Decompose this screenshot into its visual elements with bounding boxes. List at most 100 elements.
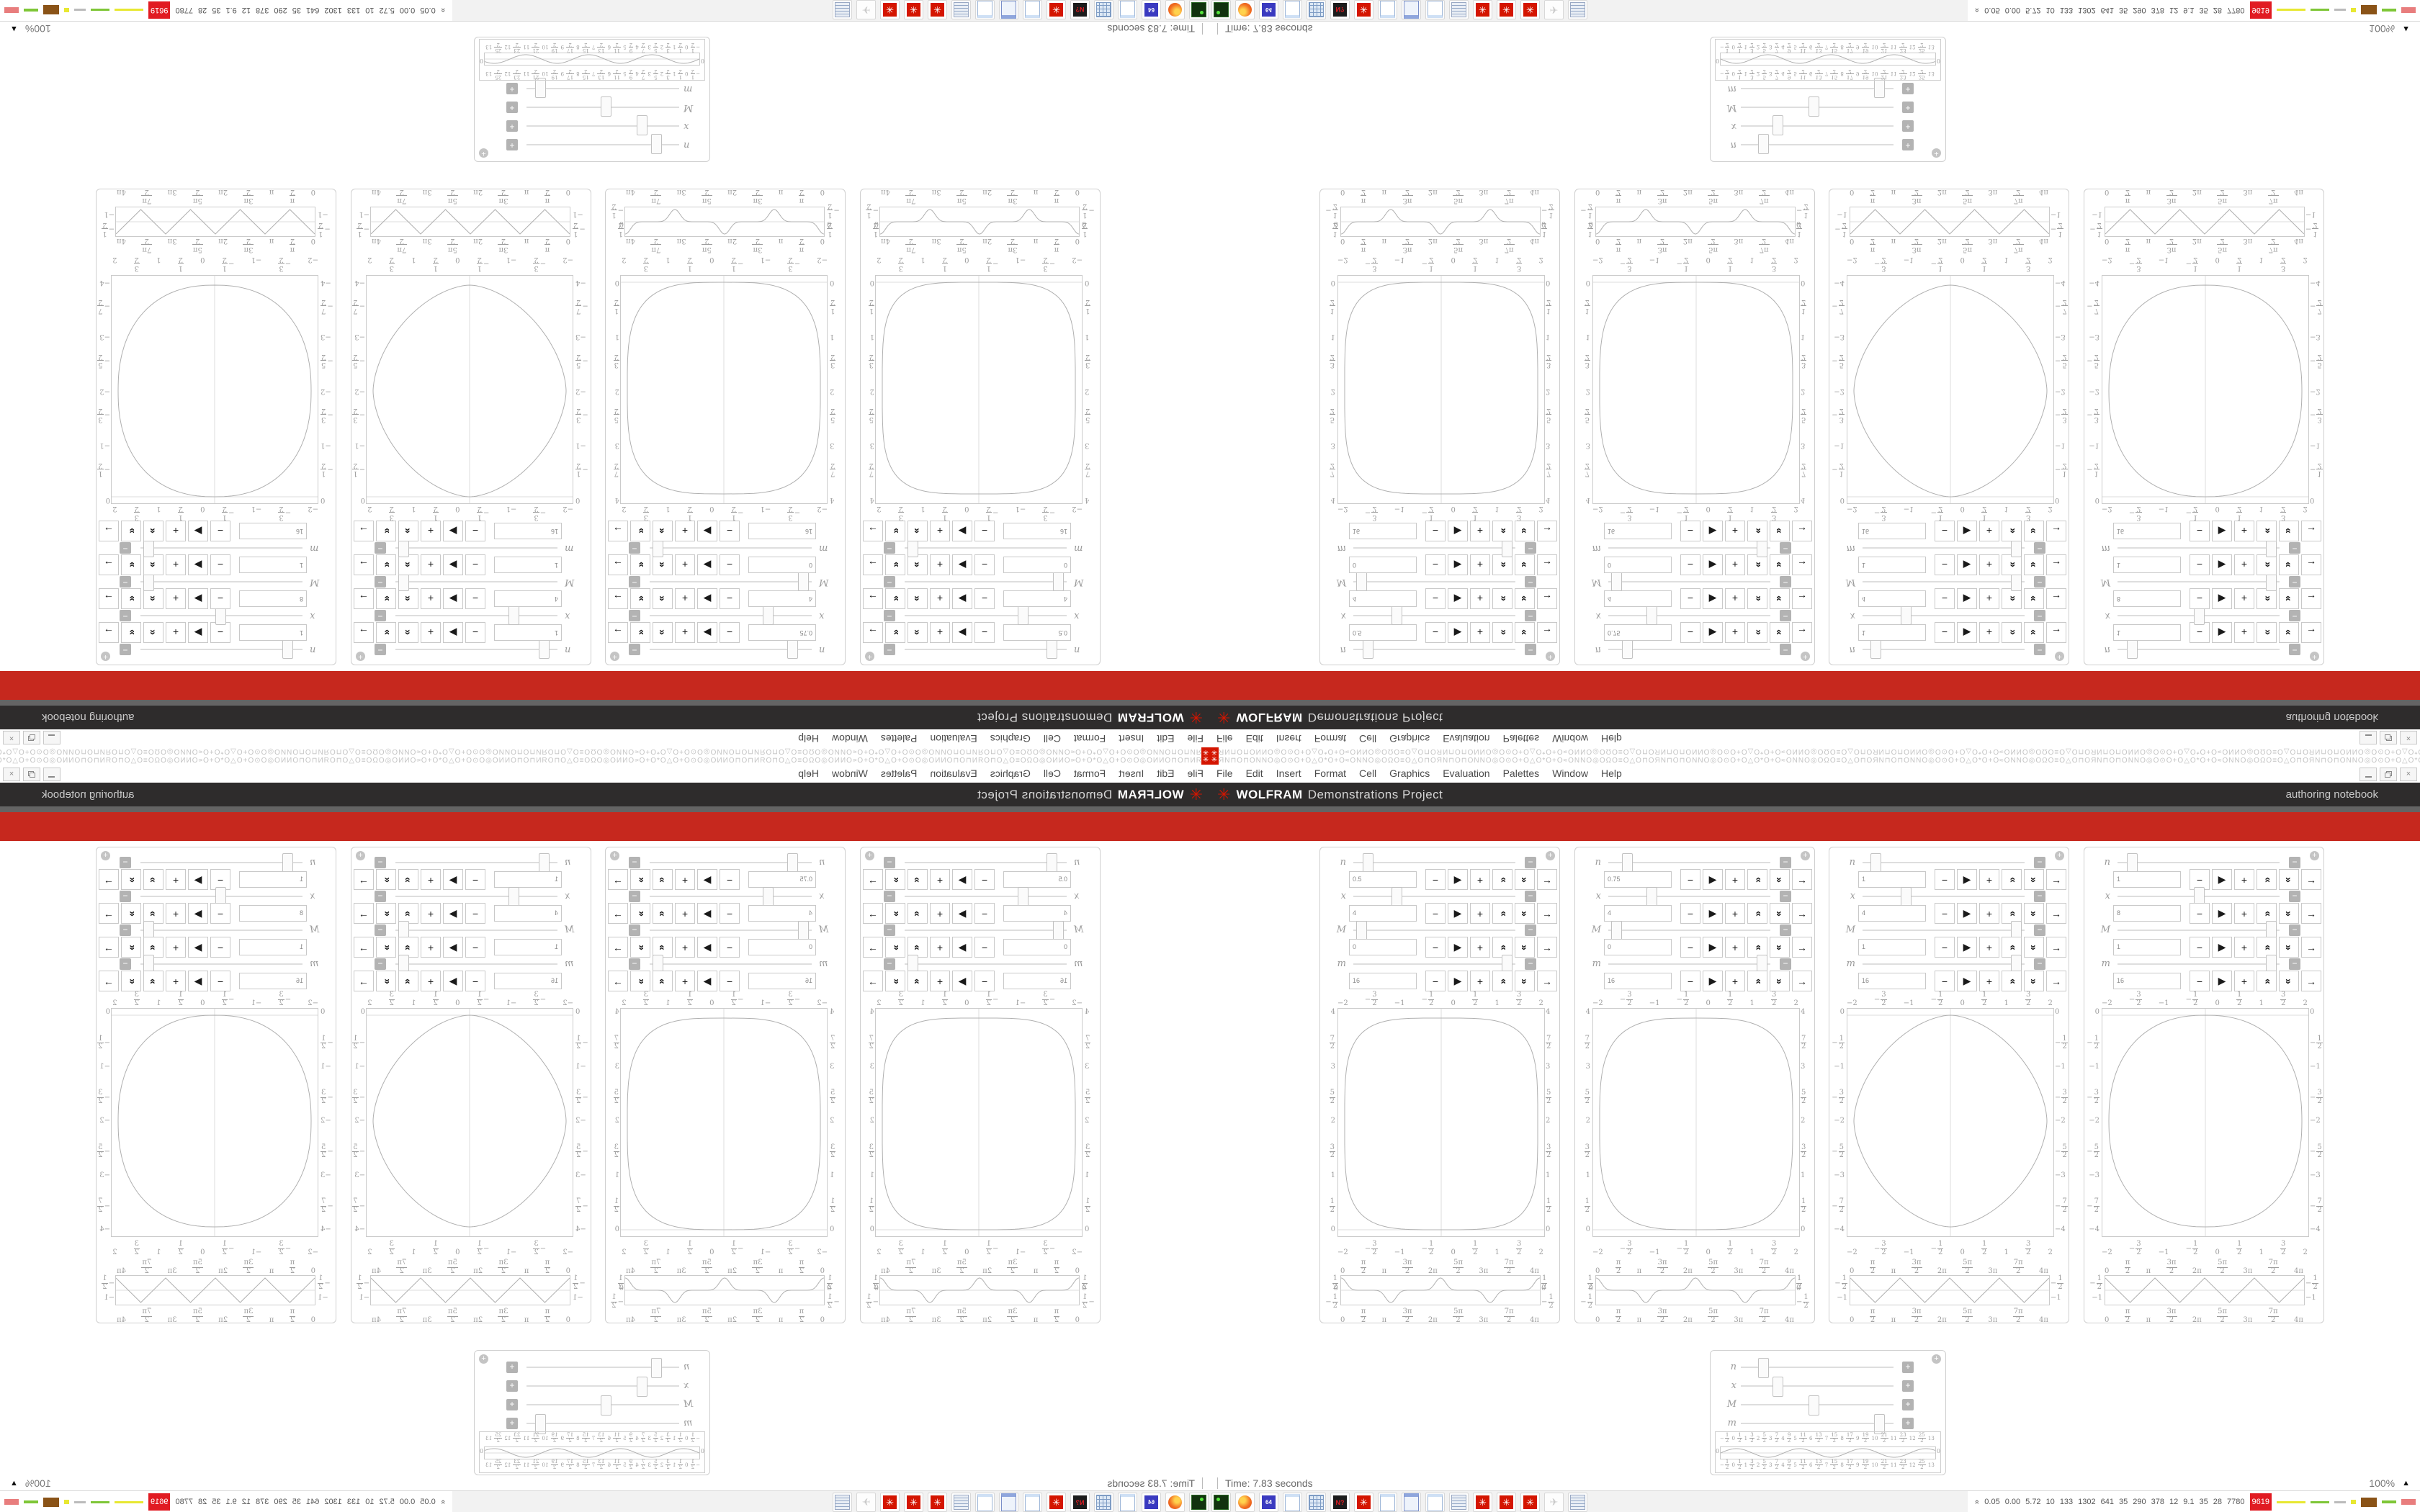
value-input[interactable]: 4 [1349, 905, 1417, 922]
value-input[interactable]: 4 [748, 905, 816, 922]
direction-button[interactable]: → [99, 622, 119, 643]
increment-button[interactable]: + [421, 622, 441, 643]
menu-item-format[interactable]: Format [1314, 733, 1347, 744]
increment-button[interactable]: + [2234, 622, 2254, 643]
minimize-button[interactable] [2360, 768, 2377, 781]
slower-button[interactable]: » [630, 554, 650, 575]
zoom-level[interactable]: 100% [24, 1477, 51, 1489]
slider-track[interactable] [1863, 921, 2025, 941]
play-button[interactable]: ▶ [1448, 903, 1468, 924]
value-input[interactable]: 0 [1349, 939, 1417, 955]
direction-button[interactable]: → [1792, 937, 1812, 958]
chevron-up-icon[interactable]: » [438, 1499, 447, 1505]
taskbar-button[interactable] [1118, 1493, 1137, 1512]
play-button[interactable]: ▶ [1957, 971, 1977, 991]
play-button[interactable]: ▶ [1448, 869, 1468, 890]
decrement-button[interactable]: − [1680, 588, 1700, 609]
taskbar-button[interactable] [1189, 1493, 1209, 1512]
taskbar-button[interactable] [1307, 0, 1326, 19]
slower-button[interactable]: » [885, 554, 905, 575]
direction-button[interactable]: → [1792, 554, 1812, 575]
slider-track[interactable] [1741, 115, 1894, 135]
collapse-controls-button[interactable]: − [120, 857, 131, 868]
value-input[interactable]: 0.5 [1349, 624, 1417, 641]
play-button[interactable]: ▶ [1703, 554, 1723, 575]
slower-button[interactable]: » [2279, 971, 2299, 991]
increment-button[interactable]: + [1979, 588, 1999, 609]
taskbar-button[interactable] [1189, 0, 1209, 19]
increment-button[interactable]: + [1979, 622, 1999, 643]
taskbar-button[interactable]: 64 [1259, 0, 1278, 19]
taskbar-button[interactable]: 64 [1142, 0, 1161, 19]
slower-button[interactable]: » [1515, 521, 1535, 541]
minimize-button[interactable] [2360, 731, 2377, 744]
direction-button[interactable]: → [2301, 971, 2321, 991]
slider-track[interactable] [526, 134, 679, 154]
menu-item-graphics[interactable]: Graphics [1389, 768, 1430, 779]
faster-button[interactable]: » [2257, 554, 2277, 575]
value-input[interactable]: 0.75 [1604, 624, 1672, 641]
increment-button[interactable]: + [675, 554, 695, 575]
collapse-controls-button[interactable]: − [2289, 610, 2300, 621]
direction-button[interactable]: → [2046, 622, 2066, 643]
play-button[interactable]: ▶ [697, 622, 717, 643]
collapse-controls-button[interactable]: − [120, 891, 131, 902]
slower-button[interactable]: » [2279, 903, 2299, 924]
play-button[interactable]: ▶ [188, 622, 208, 643]
slower-button[interactable]: » [885, 588, 905, 609]
taskbar-button[interactable]: N? [1330, 1493, 1350, 1512]
menu-item-evaluation[interactable]: Evaluation [1443, 733, 1490, 744]
value-input[interactable]: 1 [494, 939, 562, 955]
collapse-controls-button[interactable]: − [1780, 542, 1791, 554]
plus-menu-icon[interactable]: + [2055, 851, 2064, 860]
value-input[interactable]: 1 [239, 557, 307, 573]
value-input[interactable]: 1 [494, 624, 562, 641]
increment-button[interactable]: + [1470, 554, 1490, 575]
increment-button[interactable]: + [1725, 588, 1745, 609]
slower-button[interactable]: » [885, 622, 905, 643]
menu-item-file[interactable]: File [1187, 733, 1204, 744]
direction-button[interactable]: → [1792, 971, 1812, 991]
menu-item-evaluation[interactable]: Evaluation [930, 768, 977, 779]
slower-button[interactable]: » [1770, 622, 1790, 643]
slower-button[interactable]: » [2024, 903, 2044, 924]
decrement-button[interactable]: − [1425, 903, 1446, 924]
collapse-controls-button[interactable]: − [1780, 857, 1791, 868]
value-input[interactable]: 16 [1349, 973, 1417, 989]
increment-button[interactable]: + [2234, 554, 2254, 575]
menu-item-edit[interactable]: Edit [1157, 733, 1175, 744]
collapse-controls-button[interactable]: − [1780, 576, 1791, 588]
value-input[interactable]: 0 [1604, 939, 1672, 955]
slower-button[interactable]: » [121, 622, 141, 643]
slider-track[interactable] [1353, 887, 1515, 907]
play-button[interactable]: ▶ [1957, 521, 1977, 541]
faster-button[interactable]: » [653, 554, 673, 575]
collapse-controls-button[interactable]: − [884, 924, 895, 936]
zoom-tri-icon[interactable]: ▲ [2402, 24, 2410, 33]
direction-button[interactable]: → [1537, 903, 1557, 924]
play-button[interactable]: ▶ [1448, 521, 1468, 541]
slider-thumb[interactable] [1874, 1414, 1885, 1434]
direction-button[interactable]: → [2046, 869, 2066, 890]
value-input[interactable]: 16 [1003, 973, 1071, 989]
decrement-button[interactable]: − [974, 554, 995, 575]
play-button[interactable]: ▶ [1957, 622, 1977, 643]
collapse-controls-button[interactable]: − [1525, 576, 1536, 588]
slower-button[interactable]: » [376, 588, 396, 609]
play-button[interactable]: ▶ [952, 521, 972, 541]
value-input[interactable]: 0.75 [1604, 871, 1672, 888]
play-button[interactable]: ▶ [1448, 588, 1468, 609]
play-button[interactable]: ▶ [443, 554, 463, 575]
collapse-controls-button[interactable]: − [884, 542, 895, 554]
menu-item-edit[interactable]: Edit [1157, 768, 1175, 779]
value-input[interactable]: 1 [2113, 557, 2181, 573]
direction-button[interactable]: → [608, 521, 628, 541]
taskbar-button[interactable] [999, 1493, 1018, 1512]
taskbar-button[interactable] [1449, 0, 1469, 19]
taskbar-button[interactable] [1307, 1493, 1326, 1512]
slower-button[interactable]: » [1515, 903, 1535, 924]
direction-button[interactable]: → [1792, 588, 1812, 609]
collapse-controls-button[interactable]: − [375, 924, 386, 936]
collapse-controls-button[interactable]: − [2289, 576, 2300, 588]
menu-item-cell[interactable]: Cell [1359, 733, 1377, 744]
